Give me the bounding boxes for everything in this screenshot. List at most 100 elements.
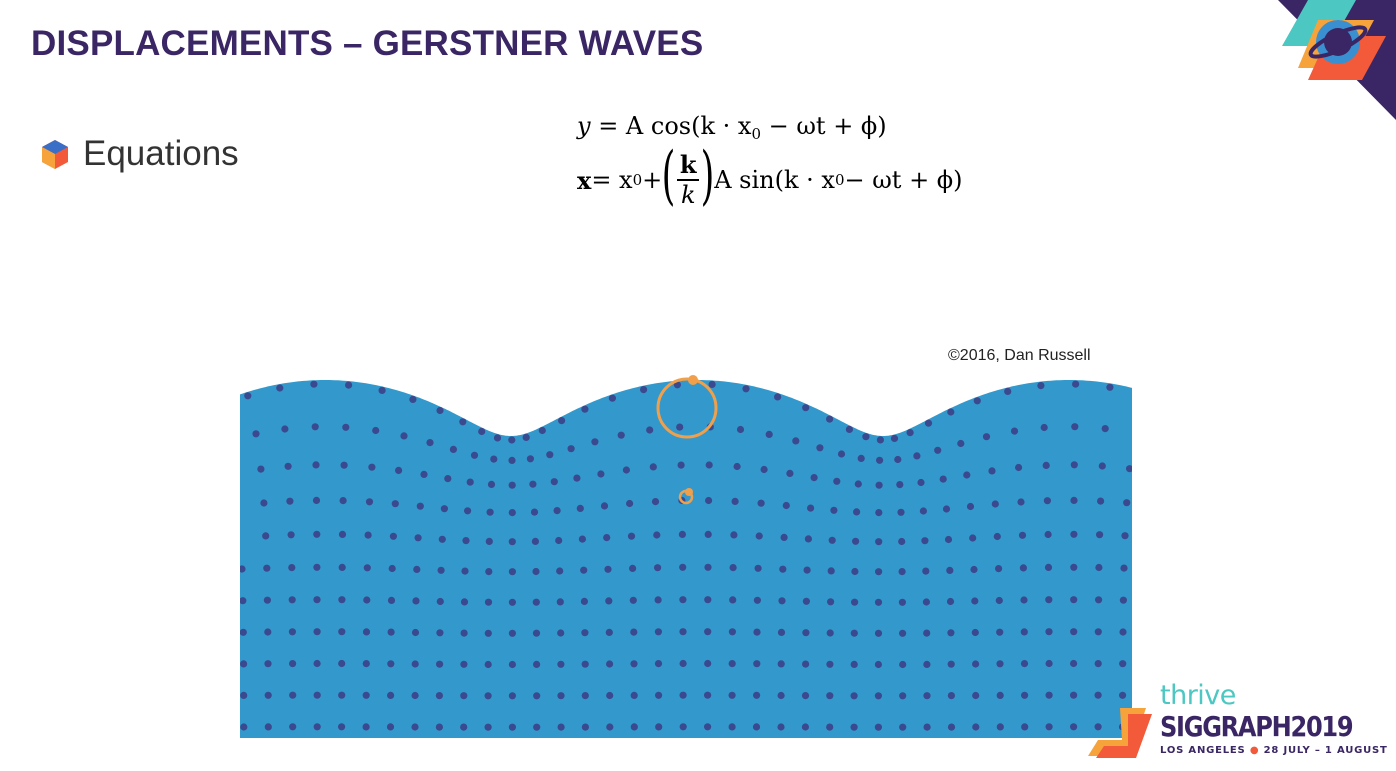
water-particle	[630, 723, 638, 731]
water-particle	[435, 723, 443, 731]
water-particle	[810, 474, 818, 482]
water-particle	[630, 691, 638, 699]
water-particle	[996, 691, 1004, 699]
water-particle	[508, 509, 516, 517]
water-particle	[654, 596, 662, 604]
water-particle	[414, 534, 422, 542]
water-particle	[288, 564, 296, 572]
water-particle	[779, 565, 787, 573]
water-particle	[875, 509, 883, 517]
water-particle	[1072, 380, 1080, 388]
water-particle	[508, 538, 516, 546]
water-particle	[972, 691, 980, 700]
water-particle	[573, 474, 581, 482]
water-particle	[387, 596, 396, 604]
left-paren: (	[661, 139, 676, 213]
water-particle	[484, 660, 492, 669]
water-particle	[526, 455, 534, 463]
water-particle	[830, 506, 838, 514]
water-particle	[416, 502, 424, 510]
water-particle	[875, 538, 883, 546]
water-particle	[508, 481, 516, 489]
water-particle	[802, 629, 810, 637]
water-particle	[777, 723, 785, 731]
eq2-lhs: x	[577, 165, 592, 195]
water-particle	[1010, 427, 1019, 435]
water-particle	[313, 530, 321, 538]
water-particle	[850, 660, 858, 668]
water-particle	[287, 531, 295, 539]
water-particle	[1070, 628, 1078, 636]
water-particle	[826, 723, 834, 731]
surface-orbit-path	[656, 377, 718, 439]
water-particle	[753, 660, 761, 668]
water-particle	[530, 508, 539, 516]
event-dates: 28 JULY – 1 AUGUST	[1263, 745, 1388, 756]
water-particle	[876, 436, 885, 444]
bullet-label: Equations	[83, 134, 239, 173]
water-particle	[957, 439, 965, 448]
water-particle	[677, 461, 685, 469]
water-particle	[807, 504, 815, 512]
water-particle	[854, 480, 862, 488]
eq2-tail: − ωt + ϕ)	[844, 166, 963, 194]
water-particle	[679, 691, 687, 699]
water-particle	[1017, 498, 1025, 506]
water-particle	[378, 386, 386, 394]
water-particle	[757, 499, 765, 507]
water-particle	[874, 723, 883, 731]
water-particle	[876, 456, 884, 464]
water-particle	[1119, 628, 1127, 636]
water-particle	[919, 507, 928, 515]
water-particle	[437, 566, 445, 574]
water-particle	[1094, 691, 1102, 699]
water-particle	[581, 723, 589, 731]
water-particle	[1126, 465, 1132, 473]
water-particle	[923, 692, 931, 700]
water-particle	[409, 395, 417, 403]
water-particle	[1021, 691, 1029, 699]
water-particle	[263, 596, 271, 604]
water-particle	[622, 466, 630, 474]
water-particle	[395, 466, 403, 474]
water-particle	[508, 568, 516, 576]
water-particle	[411, 660, 419, 668]
water-particle	[338, 563, 346, 571]
water-particle	[826, 629, 834, 637]
water-particle	[555, 536, 563, 545]
water-particle	[792, 437, 800, 445]
water-particle	[538, 426, 546, 435]
water-particle	[387, 628, 395, 636]
water-particle	[264, 691, 272, 699]
water-particle	[753, 596, 762, 604]
water-particle	[679, 659, 687, 668]
water-particle	[899, 629, 907, 637]
water-particle	[508, 436, 516, 444]
water-particle	[338, 723, 346, 731]
water-particle	[704, 691, 712, 699]
water-particle	[460, 692, 468, 700]
water-particle	[484, 598, 493, 606]
fraction-numerator: k	[679, 150, 697, 180]
water-particle	[289, 691, 297, 699]
water-particle	[313, 691, 321, 699]
water-particle	[606, 691, 614, 700]
water-particle	[1123, 499, 1131, 507]
water-particle	[1018, 531, 1027, 539]
water-particle	[449, 445, 457, 453]
water-particle	[580, 566, 588, 574]
water-particle	[533, 723, 541, 731]
water-particle	[923, 629, 931, 637]
water-particle	[1040, 423, 1048, 432]
water-particle	[420, 470, 428, 478]
water-particle	[617, 431, 625, 439]
water-particle	[436, 660, 444, 668]
water-particle	[1004, 387, 1012, 395]
deep-orbit-particle	[685, 488, 693, 496]
water-particle	[522, 433, 530, 441]
water-particle	[365, 498, 374, 506]
water-particle	[731, 497, 739, 505]
water-particle	[804, 535, 813, 543]
water-particle	[704, 563, 712, 571]
water-particle	[556, 567, 564, 575]
